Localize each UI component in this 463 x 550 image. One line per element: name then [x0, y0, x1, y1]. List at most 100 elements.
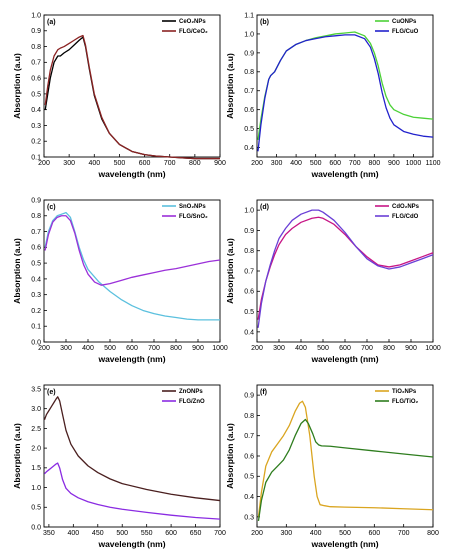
- x-tick-label: 1000: [406, 160, 422, 167]
- plot-frame: [256, 384, 434, 528]
- x-tick-label: 700: [349, 160, 361, 167]
- y-tick-label: 0.9: [31, 28, 41, 35]
- chart-panel: 200 300 400 500 600 700 800 900 1000 1100 0.4 0.5 0.…: [225, 12, 441, 179]
- y-tick-label: 0.6: [31, 245, 41, 252]
- y-tick-label: 0.4: [244, 329, 254, 336]
- panel-label: (c): [47, 204, 56, 211]
- legend-label: FLG/ZnO: [179, 399, 205, 405]
- y-tick-label: 0.5: [244, 309, 254, 316]
- y-tick-label: 0.8: [244, 413, 254, 420]
- x-tick-label: 1000: [212, 345, 228, 352]
- y-tick-label: 1.0: [244, 208, 254, 215]
- chart-panel: 200 300 400 500 600 700 800 900 1000 0.0 0.1 0.2 0.3…: [12, 197, 228, 364]
- y-tick-label: 1.5: [31, 465, 41, 472]
- x-tick-label: 600: [329, 160, 341, 167]
- y-tick-label: 1.0: [31, 485, 41, 492]
- chart-panel: 200 300 400 500 600 700 800 900 0.1 0.2 0.3 0.4 0.5 0…: [12, 12, 226, 179]
- x-tick-label: 600: [339, 345, 351, 352]
- x-tick-label: 700: [164, 160, 176, 167]
- x-tick-label: 900: [214, 160, 226, 167]
- x-tick-label: 700: [398, 530, 410, 537]
- y-axis-title: Absorption (a.u): [225, 423, 235, 489]
- series-line: [257, 418, 434, 522]
- x-tick-label: 300: [280, 530, 292, 537]
- x-tick-label: 900: [388, 160, 400, 167]
- x-tick-label: 600: [165, 530, 177, 537]
- y-tick-label: 0.6: [244, 289, 254, 296]
- legend-label: ZnONPs: [179, 389, 203, 395]
- plot-frame: [43, 14, 221, 158]
- y-tick-label: 0.5: [244, 474, 254, 481]
- series-line: [44, 36, 220, 160]
- x-tick-label: 500: [104, 345, 116, 352]
- x-tick-label: 400: [82, 345, 94, 352]
- y-tick-label: 0.0: [31, 524, 41, 531]
- x-tick-label: 400: [310, 530, 322, 537]
- x-tick-label: 500: [317, 345, 329, 352]
- series-line: [44, 215, 221, 286]
- chart-panel: 200 300 400 500 600 700 800 0.3 0.4 0.5 0.6 0.7 0.8 0…: [225, 384, 439, 549]
- series-line: [257, 216, 434, 320]
- x-tick-label: 650: [190, 530, 202, 537]
- y-tick-label: 0.5: [244, 126, 254, 133]
- y-tick-label: 2.0: [31, 446, 41, 453]
- y-tick-label: 1.0: [244, 31, 254, 38]
- y-tick-label: 0.4: [31, 276, 41, 283]
- y-tick-label: 0.1: [31, 324, 41, 331]
- plot-frame: [256, 199, 434, 343]
- y-tick-label: 0.9: [31, 197, 41, 204]
- y-tick-label: 0.7: [244, 268, 254, 275]
- x-tick-label: 800: [170, 345, 182, 352]
- panel-label: (e): [47, 389, 56, 396]
- x-tick-label: 500: [339, 530, 351, 537]
- y-tick-label: 0.6: [244, 107, 254, 114]
- series-line: [257, 34, 434, 152]
- x-tick-label: 600: [368, 530, 380, 537]
- x-tick-label: 400: [67, 530, 79, 537]
- plot-frame: [256, 14, 434, 158]
- panel-label: (f): [260, 389, 267, 396]
- y-tick-label: 0.7: [244, 88, 254, 95]
- x-axis-title: wavelength (nm): [310, 539, 378, 549]
- y-axis-title: Absorption (a.u): [12, 423, 22, 489]
- y-tick-label: 0.3: [244, 514, 254, 521]
- x-tick-label: 200: [38, 160, 50, 167]
- y-tick-label: 0.5: [31, 505, 41, 512]
- legend-label: FLG/CdO: [392, 214, 419, 220]
- y-tick-label: 0.8: [244, 69, 254, 76]
- y-tick-label: 0.8: [31, 213, 41, 220]
- y-tick-label: 0.1: [31, 154, 41, 161]
- y-tick-label: 0.4: [244, 494, 254, 501]
- y-tick-label: 0.4: [244, 145, 254, 152]
- x-tick-label: 800: [427, 530, 439, 537]
- legend-label: FLG/CuO: [392, 29, 419, 35]
- y-tick-label: 0.5: [31, 261, 41, 268]
- legend-label: CdO₂NPs: [392, 204, 420, 210]
- y-tick-label: 1.0: [31, 12, 41, 19]
- y-tick-label: 0.9: [244, 393, 254, 400]
- y-tick-label: 0.4: [31, 107, 41, 114]
- chart-panel: 200 300 400 500 600 700 800 900 1000 0.4 0.5 0.6 0.7…: [225, 199, 441, 364]
- series-line: [44, 462, 221, 520]
- y-tick-label: 0.8: [244, 248, 254, 255]
- x-tick-label: 500: [114, 160, 126, 167]
- y-tick-label: 0.3: [31, 123, 41, 130]
- y-tick-label: 0.9: [244, 228, 254, 235]
- y-tick-label: 0.3: [31, 292, 41, 299]
- x-tick-label: 550: [141, 530, 153, 537]
- x-tick-label: 600: [126, 345, 138, 352]
- y-tick-label: 0.5: [31, 91, 41, 98]
- x-axis-title: wavelength (nm): [310, 169, 378, 179]
- x-tick-label: 200: [251, 345, 263, 352]
- x-axis-title: wavelength (nm): [310, 354, 378, 364]
- x-tick-label: 200: [38, 345, 50, 352]
- y-tick-label: 0.7: [31, 229, 41, 236]
- y-tick-label: 1.1: [244, 12, 254, 19]
- series-line: [43, 396, 221, 502]
- legend-label: CeO₂NPs: [179, 19, 206, 25]
- x-tick-label: 800: [368, 160, 380, 167]
- y-tick-label: 3.0: [31, 406, 41, 413]
- x-tick-label: 600: [139, 160, 151, 167]
- y-axis-title: Absorption (a.u): [12, 238, 22, 304]
